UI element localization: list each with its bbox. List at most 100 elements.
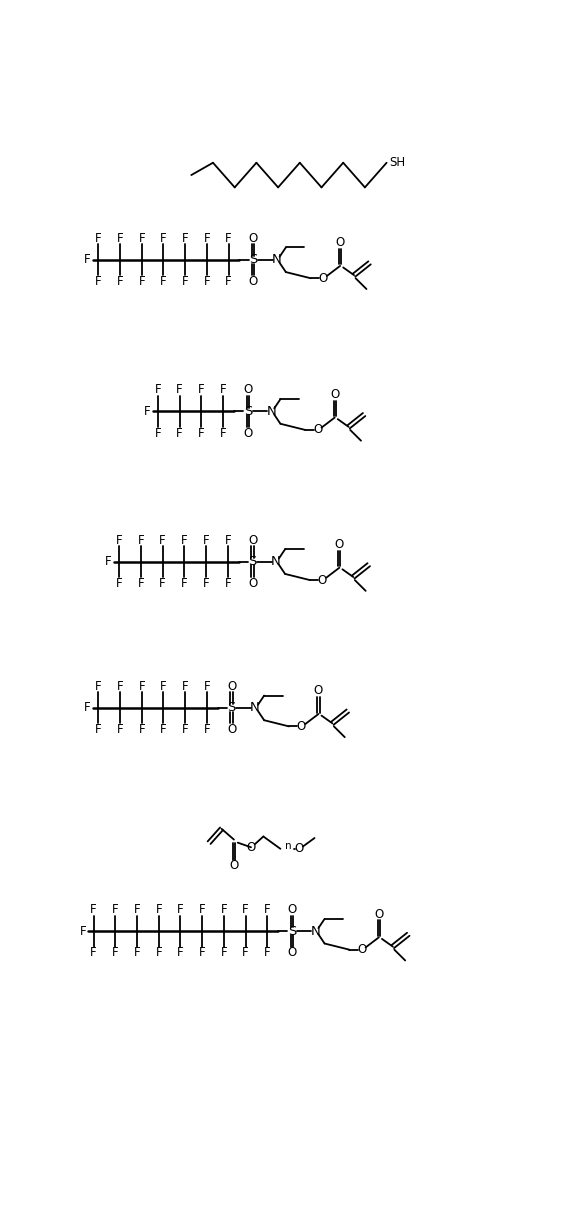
- Text: O: O: [229, 859, 239, 872]
- Text: F: F: [133, 946, 141, 960]
- Text: F: F: [112, 946, 119, 960]
- Text: F: F: [138, 275, 145, 288]
- Text: O: O: [248, 533, 257, 547]
- Text: F: F: [138, 723, 145, 736]
- Text: S: S: [248, 555, 257, 569]
- Text: F: F: [203, 680, 210, 693]
- Text: F: F: [116, 232, 123, 244]
- Text: F: F: [160, 680, 167, 693]
- Text: F: F: [159, 577, 166, 589]
- Text: O: O: [357, 943, 366, 956]
- Text: O: O: [288, 946, 297, 960]
- Text: F: F: [159, 533, 166, 547]
- Text: F: F: [155, 946, 162, 960]
- Text: O: O: [335, 538, 344, 552]
- Text: S: S: [228, 701, 236, 714]
- Text: O: O: [227, 680, 236, 693]
- Text: F: F: [203, 533, 209, 547]
- Text: O: O: [249, 232, 258, 244]
- Text: O: O: [336, 237, 345, 249]
- Text: F: F: [91, 903, 97, 916]
- Text: F: F: [116, 275, 123, 288]
- Text: F: F: [198, 426, 205, 440]
- Text: F: F: [155, 384, 161, 396]
- Text: F: F: [203, 232, 210, 244]
- Text: N: N: [250, 701, 260, 714]
- Text: F: F: [116, 680, 123, 693]
- Text: F: F: [144, 405, 151, 418]
- Text: F: F: [138, 533, 144, 547]
- Text: F: F: [177, 946, 184, 960]
- Text: O: O: [227, 723, 236, 736]
- Text: F: F: [203, 577, 209, 589]
- Text: F: F: [176, 384, 183, 396]
- Text: S: S: [249, 253, 258, 266]
- Text: S: S: [243, 405, 252, 418]
- Text: F: F: [155, 903, 162, 916]
- Text: F: F: [182, 680, 188, 693]
- Text: F: F: [264, 903, 270, 916]
- Text: N: N: [310, 925, 320, 938]
- Text: F: F: [116, 723, 123, 736]
- Text: F: F: [182, 723, 188, 736]
- Text: F: F: [138, 680, 145, 693]
- Text: F: F: [160, 723, 167, 736]
- Text: F: F: [220, 903, 227, 916]
- Text: F: F: [95, 232, 102, 244]
- Text: F: F: [155, 426, 161, 440]
- Text: O: O: [249, 275, 258, 288]
- Text: F: F: [220, 384, 226, 396]
- Text: F: F: [242, 946, 249, 960]
- Text: F: F: [225, 533, 231, 547]
- Text: O: O: [243, 384, 252, 396]
- Text: F: F: [264, 946, 270, 960]
- Text: O: O: [330, 388, 339, 401]
- Text: F: F: [199, 946, 205, 960]
- Text: F: F: [138, 232, 145, 244]
- Text: F: F: [220, 946, 227, 960]
- Text: O: O: [295, 842, 303, 855]
- Text: O: O: [314, 684, 323, 697]
- Text: F: F: [182, 275, 188, 288]
- Text: F: F: [220, 426, 226, 440]
- Text: F: F: [160, 232, 167, 244]
- Text: S: S: [288, 925, 296, 938]
- Text: O: O: [297, 719, 306, 733]
- Text: F: F: [160, 275, 167, 288]
- Text: O: O: [313, 424, 322, 436]
- Text: SH: SH: [390, 157, 406, 169]
- Text: F: F: [95, 680, 102, 693]
- Text: O: O: [248, 577, 257, 589]
- Text: F: F: [84, 701, 91, 714]
- Text: F: F: [116, 533, 122, 547]
- Text: O: O: [374, 908, 383, 921]
- Text: F: F: [116, 577, 122, 589]
- Text: F: F: [138, 577, 144, 589]
- Text: N: N: [271, 555, 280, 569]
- Text: F: F: [242, 903, 249, 916]
- Text: F: F: [181, 533, 188, 547]
- Text: n: n: [285, 841, 292, 850]
- Text: F: F: [203, 275, 210, 288]
- Text: F: F: [91, 946, 97, 960]
- Text: F: F: [84, 253, 91, 266]
- Text: F: F: [95, 275, 102, 288]
- Text: N: N: [266, 405, 276, 418]
- Text: F: F: [105, 555, 112, 569]
- Text: O: O: [288, 903, 297, 916]
- Text: O: O: [319, 272, 328, 284]
- Text: F: F: [181, 577, 188, 589]
- Text: F: F: [177, 903, 184, 916]
- Text: O: O: [243, 426, 252, 440]
- Text: F: F: [95, 723, 102, 736]
- Text: F: F: [225, 275, 232, 288]
- Text: F: F: [203, 723, 210, 736]
- Text: F: F: [176, 426, 183, 440]
- Text: F: F: [198, 384, 205, 396]
- Text: N: N: [272, 253, 282, 266]
- Text: F: F: [79, 925, 86, 938]
- Text: F: F: [182, 232, 188, 244]
- Text: F: F: [225, 232, 232, 244]
- Text: O: O: [246, 841, 256, 854]
- Text: F: F: [133, 903, 141, 916]
